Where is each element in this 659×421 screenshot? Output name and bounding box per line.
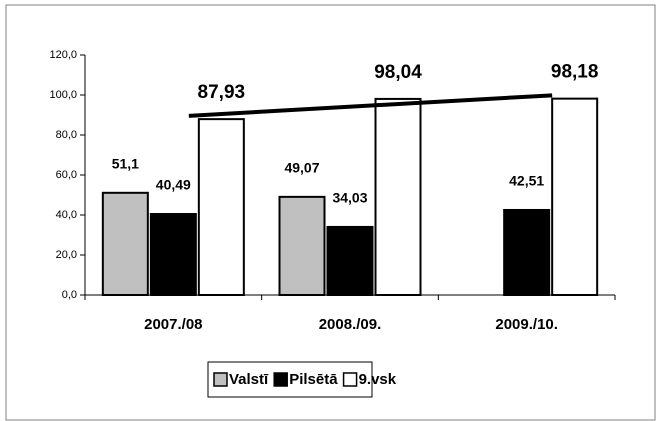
bar xyxy=(551,97,599,296)
trendline xyxy=(188,93,553,118)
data-label: 51,1 xyxy=(112,156,139,172)
y-tick-label: 80,0 xyxy=(56,129,77,141)
x-tick-label: 2007./08 xyxy=(144,316,202,333)
legend-label: Pilsētā xyxy=(289,371,338,388)
legend-swatch xyxy=(342,372,358,387)
data-label: 42,51 xyxy=(509,173,544,189)
data-label: 40,49 xyxy=(156,177,191,193)
bar xyxy=(197,118,245,296)
y-tick-label: 60,0 xyxy=(56,169,77,181)
bar xyxy=(278,195,326,296)
data-label: 87,93 xyxy=(198,82,246,103)
bar xyxy=(149,213,197,297)
y-tick-label: 20,0 xyxy=(56,249,77,261)
legend-swatch xyxy=(273,372,288,387)
y-tick-label: 0,0 xyxy=(62,289,77,301)
legend-label: 9.vsk xyxy=(359,371,397,388)
y-tick-label: 120,0 xyxy=(49,49,77,61)
y-tick-label: 100,0 xyxy=(49,89,77,101)
data-label: 98,04 xyxy=(374,62,422,83)
data-label: 49,07 xyxy=(284,160,319,176)
y-tick-label: 40,0 xyxy=(56,209,77,221)
data-label: 98,18 xyxy=(551,62,599,83)
x-tick-label: 2009./10. xyxy=(495,316,558,333)
bar xyxy=(101,191,149,296)
legend-swatch xyxy=(213,372,228,387)
x-tick-label: 2008./09. xyxy=(319,316,382,333)
data-label: 34,03 xyxy=(332,190,367,206)
legend-label: Valstī xyxy=(229,371,269,388)
bar xyxy=(326,225,374,296)
bar xyxy=(374,97,422,296)
bar xyxy=(503,208,551,296)
